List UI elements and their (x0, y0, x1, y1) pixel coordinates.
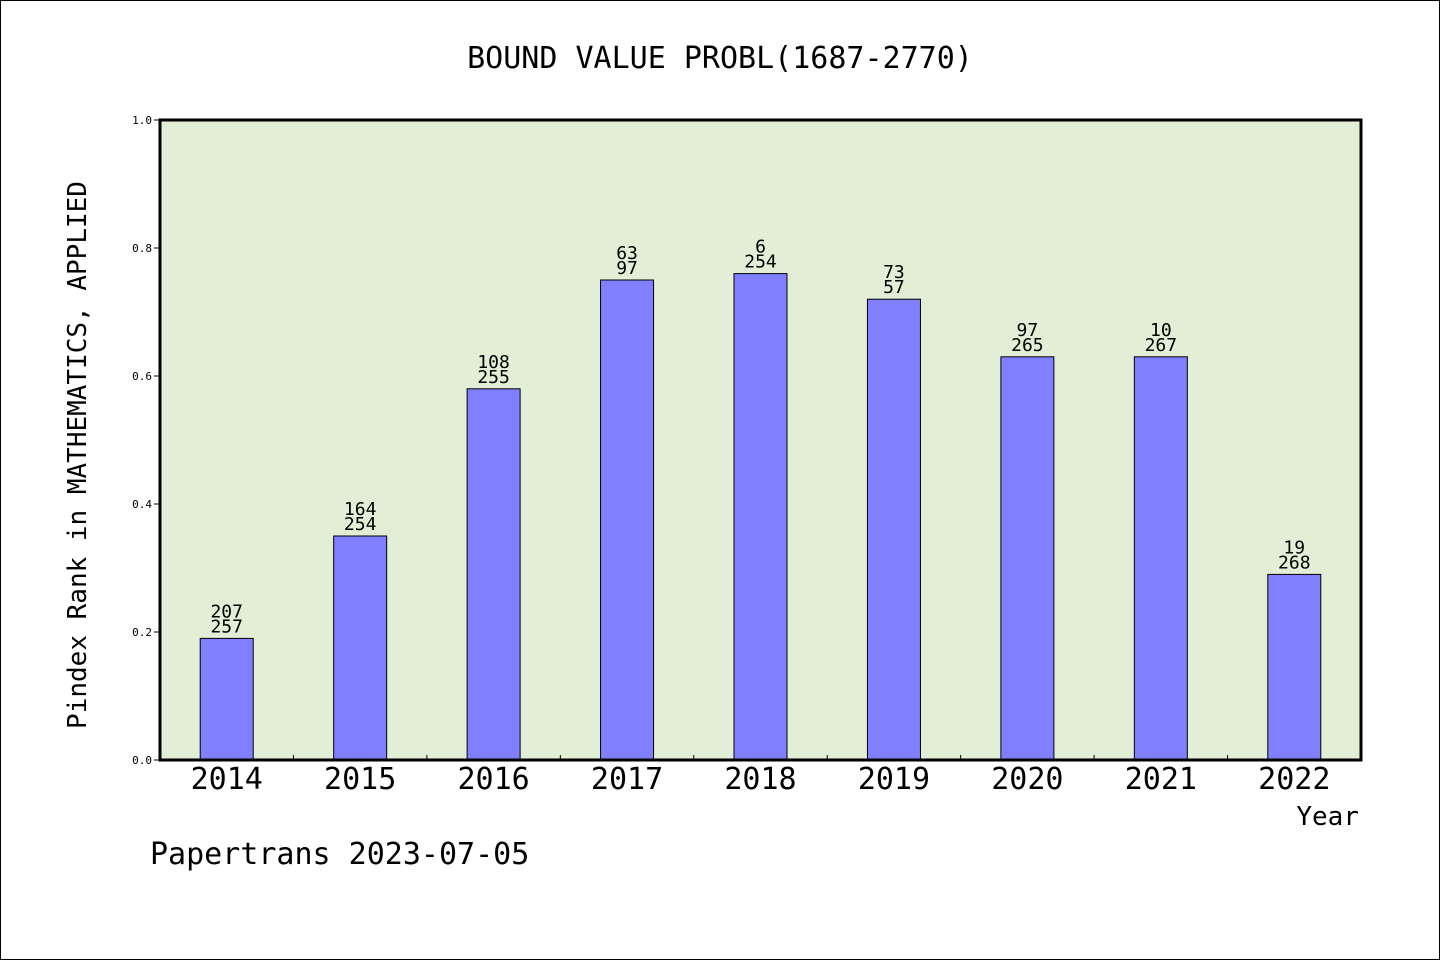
x-tick-label: 2022 (1258, 762, 1330, 797)
bar-2022 (1267, 573, 1322, 761)
bar-label-bottom: 267 (1145, 335, 1178, 356)
chart-title: BOUND VALUE PROBL(1687-2770) (467, 41, 973, 76)
bar-label-top: 164 (344, 499, 377, 520)
bar-2017 (600, 279, 655, 761)
bar-label-top: 97 (1017, 320, 1039, 341)
bar-label-bottom: 97 (616, 258, 638, 279)
bar-label-top: 108 (477, 352, 510, 373)
bar-2019 (866, 298, 921, 761)
x-tick-label: 2020 (991, 762, 1063, 797)
bar-label-top: 63 (616, 243, 638, 264)
y-tick-label: 0.4 (132, 498, 152, 511)
bar-label-top: 6 (755, 237, 766, 258)
bar-label-top: 207 (210, 601, 243, 622)
y-tick-label: 0.6 (132, 370, 152, 383)
bar-label-bottom: 257 (210, 616, 243, 637)
bars: 2072571642541082556397625473579726510267… (199, 237, 1322, 761)
footer-text: Papertrans 2023-07-05 (150, 837, 529, 872)
x-axis-ticks: 2014 2015 2016 2017 2018 2019 2020 2021 2022 (191, 755, 1330, 797)
bar-label-top: 10 (1150, 320, 1172, 341)
bar-2020 (1000, 356, 1055, 761)
bar-label-bottom: 265 (1011, 335, 1044, 356)
x-tick-label: 2018 (724, 762, 796, 797)
x-tick-label: 2017 (591, 762, 663, 797)
bar-label-top: 73 (883, 262, 905, 283)
y-tick-label: 1.0 (132, 114, 152, 127)
bar-label-top: 19 (1283, 537, 1305, 558)
bar-label-bottom: 254 (744, 252, 777, 273)
bar-2021 (1133, 356, 1188, 761)
bar-2015 (333, 535, 388, 761)
bar-2014 (199, 637, 254, 761)
y-tick-label: 0.0 (132, 754, 152, 767)
y-axis-label: Pindex Rank in MATHEMATICS, APPLIED (63, 181, 93, 729)
x-tick-label: 2016 (457, 762, 529, 797)
bar-label-bottom: 255 (477, 367, 510, 388)
plot-border (158, 118, 1363, 762)
bar-label-bottom: 57 (883, 277, 905, 298)
x-tick-label: 2014 (191, 762, 263, 797)
bar-2016 (466, 388, 521, 761)
x-tick-label: 2015 (324, 762, 396, 797)
x-tick-label: 2021 (1125, 762, 1197, 797)
bar-2018 (733, 273, 788, 761)
y-axis-ticks: 0.0 0.2 0.4 0.6 0.8 1.0 (132, 114, 160, 767)
x-tick-label: 2019 (858, 762, 930, 797)
bar-label-bottom: 268 (1278, 552, 1311, 573)
bar-label-bottom: 254 (344, 514, 377, 535)
y-tick-label: 0.2 (132, 626, 152, 639)
y-tick-label: 0.8 (132, 242, 152, 255)
x-axis-label: Year (1296, 802, 1359, 832)
